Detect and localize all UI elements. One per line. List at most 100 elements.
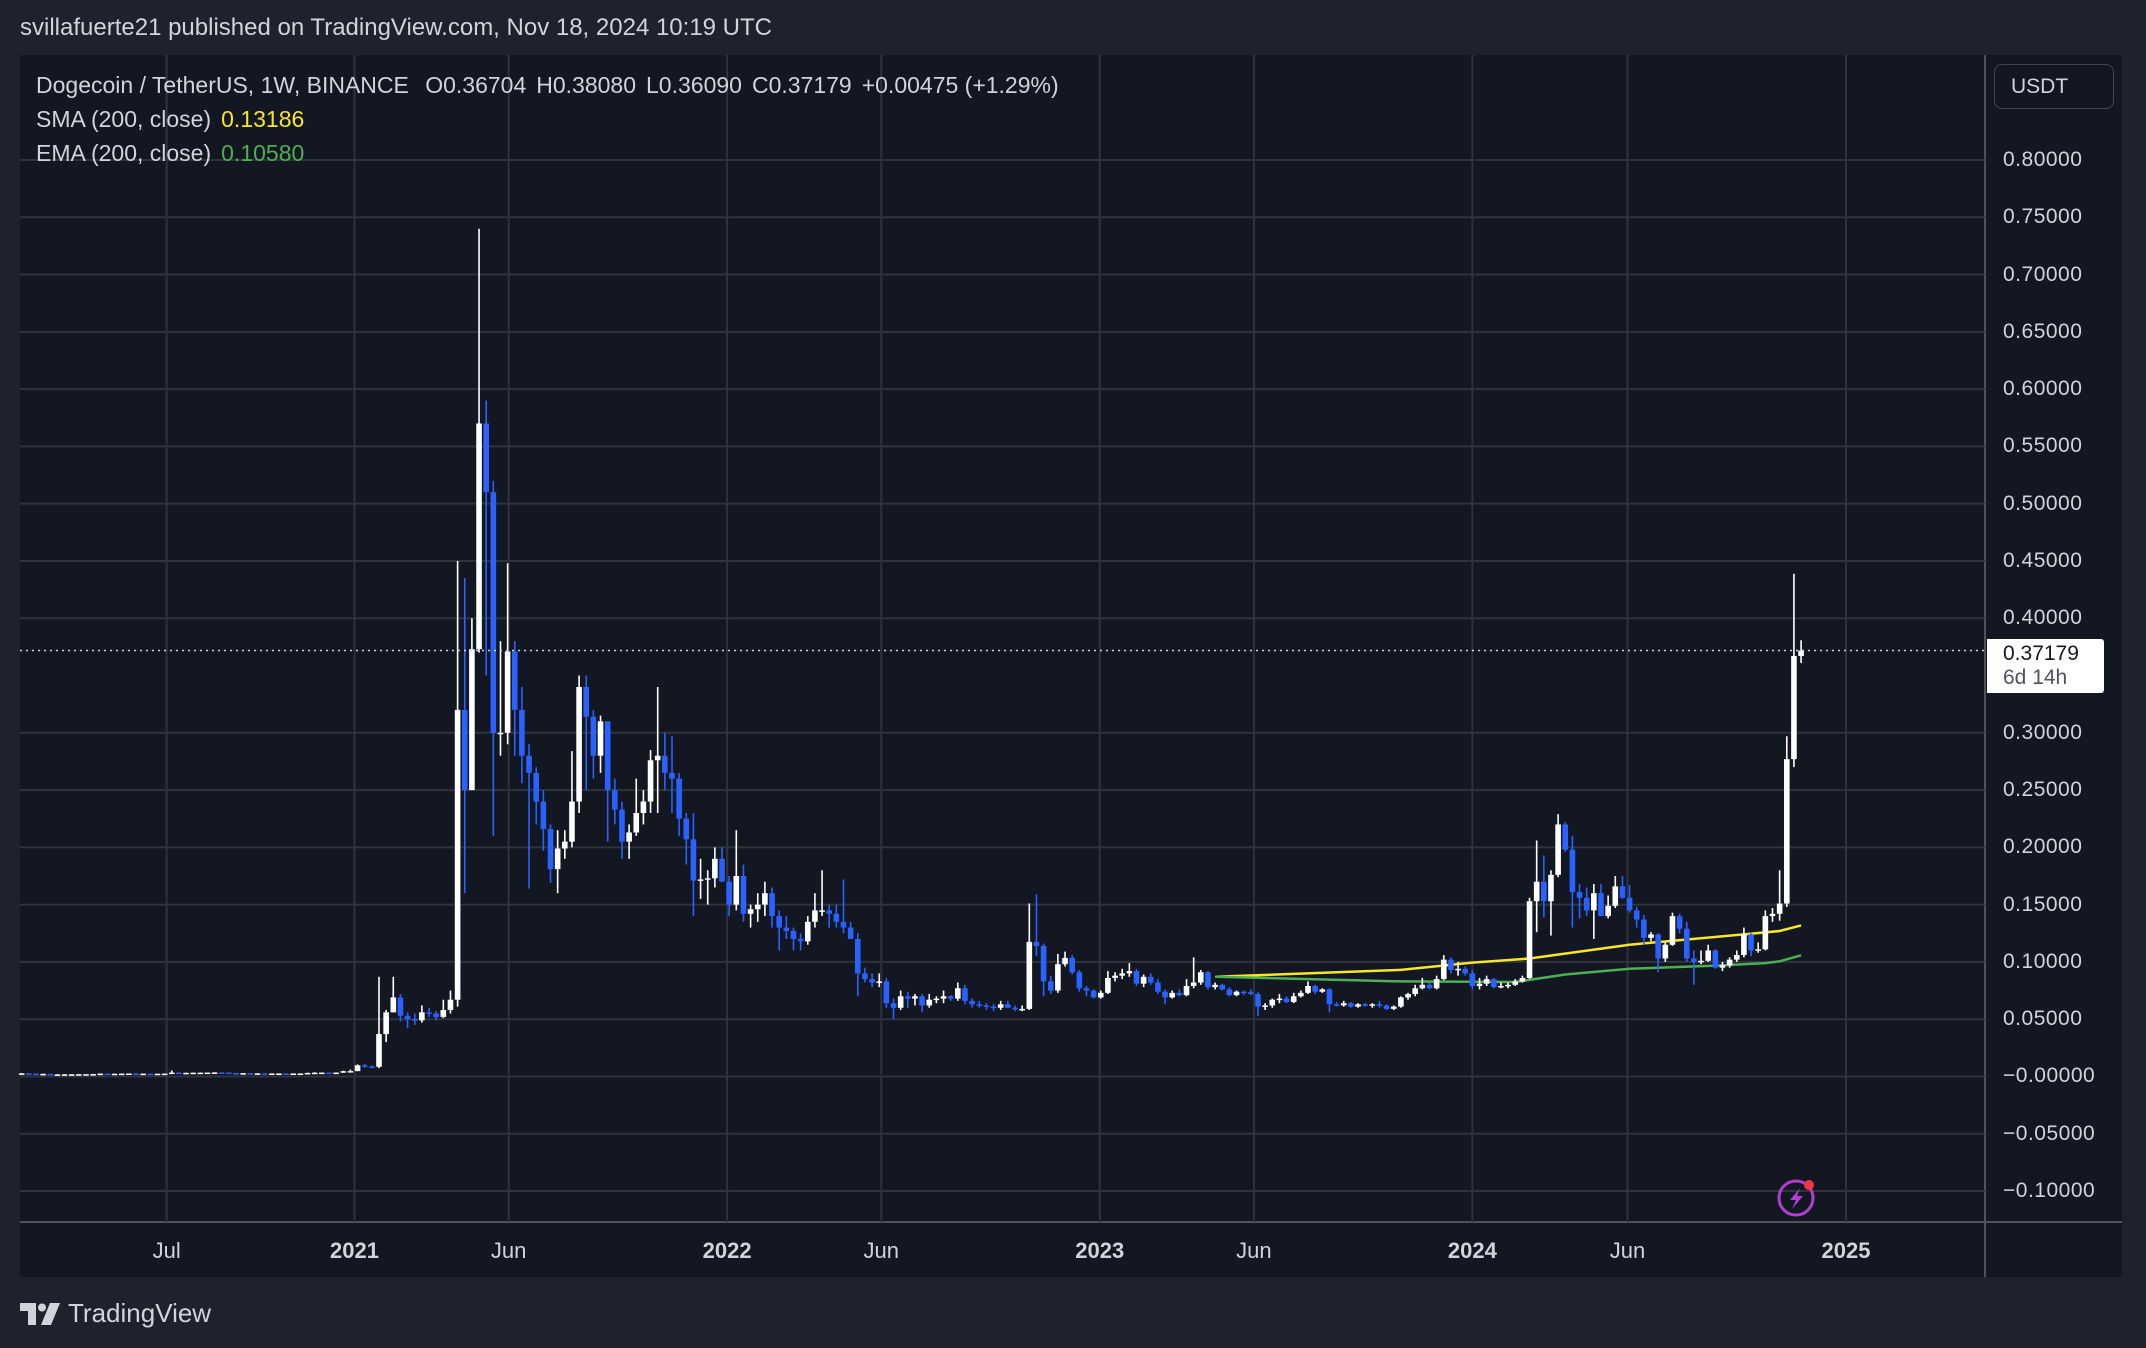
- candle-body: [1019, 1008, 1025, 1011]
- candle-down: [740, 864, 747, 922]
- ema-legend[interactable]: EMA (200, close) 0.10580: [36, 140, 314, 167]
- candle-up: [1776, 870, 1783, 921]
- candle-body: [1641, 919, 1647, 938]
- candle-down: [833, 904, 840, 928]
- candle-down: [847, 921, 854, 940]
- candle-down: [919, 993, 925, 1013]
- candle-body: [1198, 972, 1204, 983]
- time-tick-label: Jun: [490, 1238, 527, 1263]
- currency-button[interactable]: USDT: [1994, 64, 2114, 109]
- candle-body: [1462, 968, 1469, 974]
- candle-down: [1712, 949, 1719, 969]
- candle-body: [183, 1072, 189, 1075]
- candle-down: [590, 709, 597, 779]
- candle-body: [897, 996, 904, 1008]
- candle-body: [1369, 1004, 1376, 1006]
- candle-body: [1769, 913, 1776, 917]
- symbol-name[interactable]: Dogecoin / TetherUS, 1W, BINANCE: [36, 72, 409, 98]
- candle-up: [1055, 953, 1061, 993]
- candle-down: [404, 1012, 411, 1029]
- candle-body: [1055, 964, 1061, 991]
- candle-body: [1791, 655, 1797, 760]
- candle-up: [383, 1010, 389, 1043]
- candle-up: [1755, 942, 1762, 953]
- candle-up: [161, 1073, 168, 1076]
- candle-body: [1598, 893, 1604, 917]
- candle-up: [454, 560, 461, 1007]
- candle-down: [1626, 885, 1633, 913]
- tradingview-footer[interactable]: TradingView: [20, 1298, 211, 1329]
- sma-legend[interactable]: SMA (200, close) 0.13186: [36, 106, 314, 133]
- candle-body: [533, 772, 540, 802]
- ohlc-change: +0.00475 (+1.29%): [861, 72, 1059, 98]
- candle-body: [1469, 973, 1476, 986]
- candle-down: [1205, 971, 1211, 990]
- candle-up: [1698, 950, 1704, 965]
- candle-body: [1541, 881, 1547, 902]
- candle-down: [612, 778, 618, 825]
- candle-down: [683, 812, 690, 865]
- candle-down: [726, 876, 732, 917]
- candle-body: [1548, 874, 1554, 902]
- time-tick-label: 2025: [1821, 1238, 1871, 1263]
- candle-body: [783, 927, 790, 931]
- candle-up: [940, 990, 947, 1004]
- candle-body: [733, 876, 740, 905]
- candle-body: [640, 801, 647, 813]
- candle-down: [840, 879, 847, 934]
- candle-up: [1476, 977, 1483, 990]
- candle-down: [133, 1073, 139, 1076]
- price-tick-label: 0.40000: [2003, 606, 2083, 630]
- candle-body: [1233, 991, 1240, 996]
- sma-200-line: [1215, 924, 1802, 979]
- candle-up: [897, 990, 904, 1011]
- candle-body: [54, 1074, 61, 1076]
- candle-up: [597, 715, 604, 773]
- candle-body: [176, 1072, 182, 1075]
- candle-up: [562, 830, 568, 859]
- candle-body: [1176, 992, 1183, 996]
- candle-down: [826, 904, 833, 928]
- candle-body: [1376, 1004, 1383, 1006]
- candle-down: [883, 977, 890, 1008]
- candle-body: [1083, 988, 1090, 991]
- candle-up: [61, 1074, 68, 1076]
- candle-up: [1305, 981, 1311, 994]
- candle-down: [1069, 955, 1075, 975]
- candle-body: [1783, 759, 1790, 904]
- candle-down: [411, 1013, 418, 1025]
- candle-body: [1648, 934, 1654, 938]
- candle-body: [940, 996, 947, 999]
- candle-up: [1183, 979, 1190, 997]
- candle-body: [1591, 893, 1597, 911]
- candle-up: [1340, 1000, 1347, 1007]
- candle-body: [1448, 959, 1454, 970]
- candle-down: [862, 967, 868, 983]
- publish-info: svillafuerte21 published on TradingView.…: [20, 14, 773, 41]
- candle-down: [1676, 913, 1683, 934]
- candle-body: [983, 1005, 990, 1007]
- candle-body: [1090, 990, 1097, 998]
- candle-body: [1705, 950, 1711, 961]
- candle-body: [161, 1073, 168, 1076]
- candle-body: [569, 801, 575, 842]
- candle-body: [1319, 989, 1326, 992]
- candle-body: [40, 1073, 46, 1076]
- candle-up: [1398, 996, 1404, 1008]
- candle-down: [247, 1073, 254, 1075]
- candle-up: [697, 858, 704, 899]
- candle-down: [962, 984, 968, 1005]
- candle-body: [1047, 981, 1054, 991]
- candle-body: [962, 988, 968, 1001]
- candle-up: [1140, 974, 1147, 988]
- candle-body: [1533, 881, 1540, 902]
- chart-panel[interactable]: [20, 55, 2122, 1277]
- candle-up: [647, 749, 654, 813]
- candle-body: [1669, 916, 1676, 945]
- candle-down: [1683, 921, 1690, 962]
- lightning-alert-icon[interactable]: [1776, 1176, 1818, 1218]
- price-tick-label: 0.30000: [2003, 720, 2083, 744]
- price-tick-label: 0.65000: [2003, 319, 2083, 343]
- candle-body: [1762, 916, 1769, 950]
